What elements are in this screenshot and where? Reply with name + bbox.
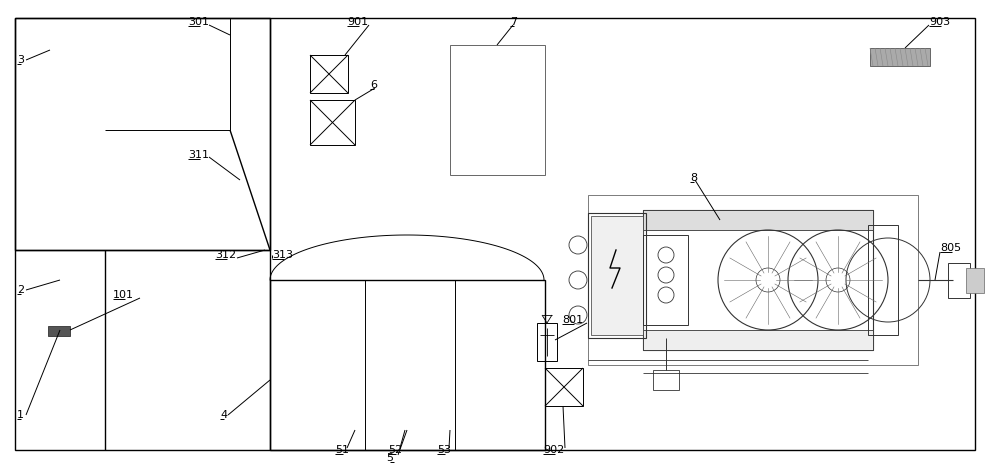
- Bar: [588, 195, 918, 365]
- Text: 1: 1: [17, 410, 24, 420]
- Bar: [15, 18, 270, 250]
- Text: 903: 903: [929, 17, 950, 27]
- Text: 52: 52: [388, 445, 402, 455]
- Text: 3: 3: [17, 55, 24, 65]
- Text: 51: 51: [335, 445, 349, 455]
- Text: 53: 53: [437, 445, 451, 455]
- Text: 312: 312: [215, 250, 236, 260]
- Text: 901: 901: [347, 17, 368, 27]
- Bar: [643, 330, 873, 350]
- Bar: [966, 268, 984, 293]
- Text: 805: 805: [940, 243, 961, 253]
- Bar: [545, 368, 583, 406]
- Text: 6: 6: [370, 80, 377, 90]
- Bar: [653, 370, 679, 390]
- Text: 301: 301: [188, 17, 209, 27]
- Text: 8: 8: [690, 173, 697, 183]
- Text: 311: 311: [188, 150, 209, 160]
- Bar: [643, 210, 873, 350]
- Bar: [270, 280, 545, 450]
- Bar: [870, 48, 930, 66]
- Bar: [310, 100, 355, 145]
- Bar: [591, 216, 643, 335]
- Bar: [537, 323, 557, 361]
- Bar: [588, 213, 646, 338]
- Bar: [868, 225, 898, 335]
- Text: 101: 101: [113, 290, 134, 300]
- Bar: [48, 326, 70, 336]
- Text: 313: 313: [272, 250, 293, 260]
- Bar: [643, 235, 688, 325]
- Text: 5: 5: [386, 453, 394, 463]
- Bar: [450, 45, 545, 175]
- Bar: [310, 55, 348, 93]
- Bar: [948, 263, 970, 298]
- Text: 902: 902: [543, 445, 564, 455]
- Text: 4: 4: [220, 410, 227, 420]
- Text: 801: 801: [562, 315, 583, 325]
- Bar: [643, 210, 873, 230]
- Text: 2: 2: [17, 285, 24, 295]
- Text: 7: 7: [510, 17, 517, 27]
